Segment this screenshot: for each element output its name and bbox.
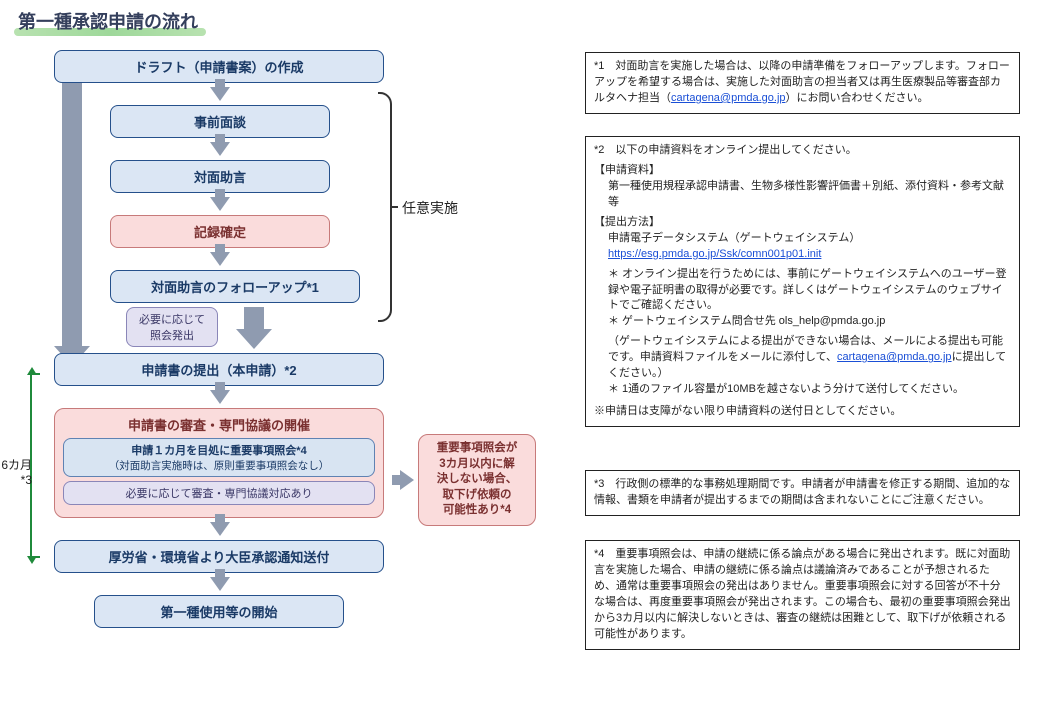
flowchart: ドラフト（申請書案）の作成 事前面談 対面助言 記録確定 対面助言のフォローアッ… <box>40 50 560 628</box>
note-2-b3: ＊ 1通のファイル容量が10MBを越さないよう分けて送付してください。 <box>594 382 1011 398</box>
note-4: *4 重要事項照会は、申請の継続に係る論点がある場合に発出されます。既に対面助言… <box>585 540 1020 650</box>
arrow-down-icon <box>210 522 230 536</box>
note-1-email-link[interactable]: cartagena@pmda.go.jp <box>671 92 786 104</box>
arrow-down-icon <box>210 87 230 101</box>
arrow-down-icon <box>210 390 230 404</box>
note-2-p2: 申請電子データシステム（ゲートウェイシステム） <box>594 231 1011 247</box>
review-heading: 申請書の審査・専門協議の開催 <box>63 415 375 434</box>
brace-icon <box>378 92 392 322</box>
note-2-url-link[interactable]: https://esg.pmda.go.jp/Ssk/comn001p01.in… <box>608 248 821 260</box>
note-2-p1: 第一種使用規程承認申請書、生物多様性影響評価書＋別紙、添付資料・参考文献等 <box>594 179 1011 211</box>
note-2-email-link[interactable]: cartagena@pmda.go.jp <box>837 351 952 363</box>
review-inner-1: 申請１カ月を目処に重要事項照会*4 （対面助言実施時は、原則重要事項照会なし） <box>63 438 375 477</box>
arrow-right-icon <box>400 470 414 490</box>
arrow-down-icon <box>210 577 230 591</box>
optional-label: 任意実施 <box>402 198 458 218</box>
thick-arrow-icon <box>244 307 264 331</box>
note-2-l1: *2 以下の申請資料をオンライン提出してください。 <box>594 143 1011 159</box>
node-side-warning: 重要事項照会が 3カ月以内に解 決しない場合、 取下げ依頼の 可能性あり*4 <box>418 434 536 526</box>
review-inner-1-label: 申請１カ月を目処に重要事項照会*4 <box>131 445 306 457</box>
note-2-h2: 【提出方法】 <box>594 215 1011 231</box>
arrow-up-icon <box>27 367 37 375</box>
page-title: 第一種承認申請の流れ <box>18 8 198 34</box>
review-inner-1-sub: （対面助言実施時は、原則重要事項照会なし） <box>109 460 330 472</box>
arrow-down-icon <box>27 556 37 564</box>
arrow-down-icon <box>210 197 230 211</box>
note-2: *2 以下の申請資料をオンライン提出してください。 【申請資料】 第一種使用規程… <box>585 136 1020 427</box>
duration-label: 6カ月*3 <box>0 456 32 487</box>
review-inner-2: 必要に応じて審査・専門協議対応あり <box>63 481 375 505</box>
node-followup: 対面助言のフォローアップ*1 <box>110 270 360 303</box>
node-inquiry-small: 必要に応じて 照会発出 <box>126 307 218 347</box>
note-2-h1: 【申請資料】 <box>594 163 1011 179</box>
node-start: 第一種使用等の開始 <box>94 595 344 628</box>
note-3: *3 行政側の標準的な事務処理期間です。申請者が申請書を修正する期間、追加的な情… <box>585 470 1020 516</box>
note-1-tail: ）にお問い合わせください。 <box>786 92 929 104</box>
note-1: *1 対面助言を実施した場合は、以降の申請準備をフォローアップします。フォローア… <box>585 52 1020 114</box>
note-2-b1: ＊ オンライン提出を行うためには、事前にゲートウェイシステムへのユーザー登録や電… <box>594 267 1011 315</box>
note-2-p4: ※申請日は支障がない限り申請資料の送付日としてください。 <box>594 404 1011 420</box>
node-review: 申請書の審査・専門協議の開催 申請１カ月を目処に重要事項照会*4 （対面助言実施… <box>54 408 384 518</box>
arrow-down-icon <box>210 142 230 156</box>
arrow-down-icon <box>210 252 230 266</box>
note-2-b2: ＊ ゲートウェイシステム問合せ先 ols_help@pmda.go.jp <box>594 314 1011 330</box>
